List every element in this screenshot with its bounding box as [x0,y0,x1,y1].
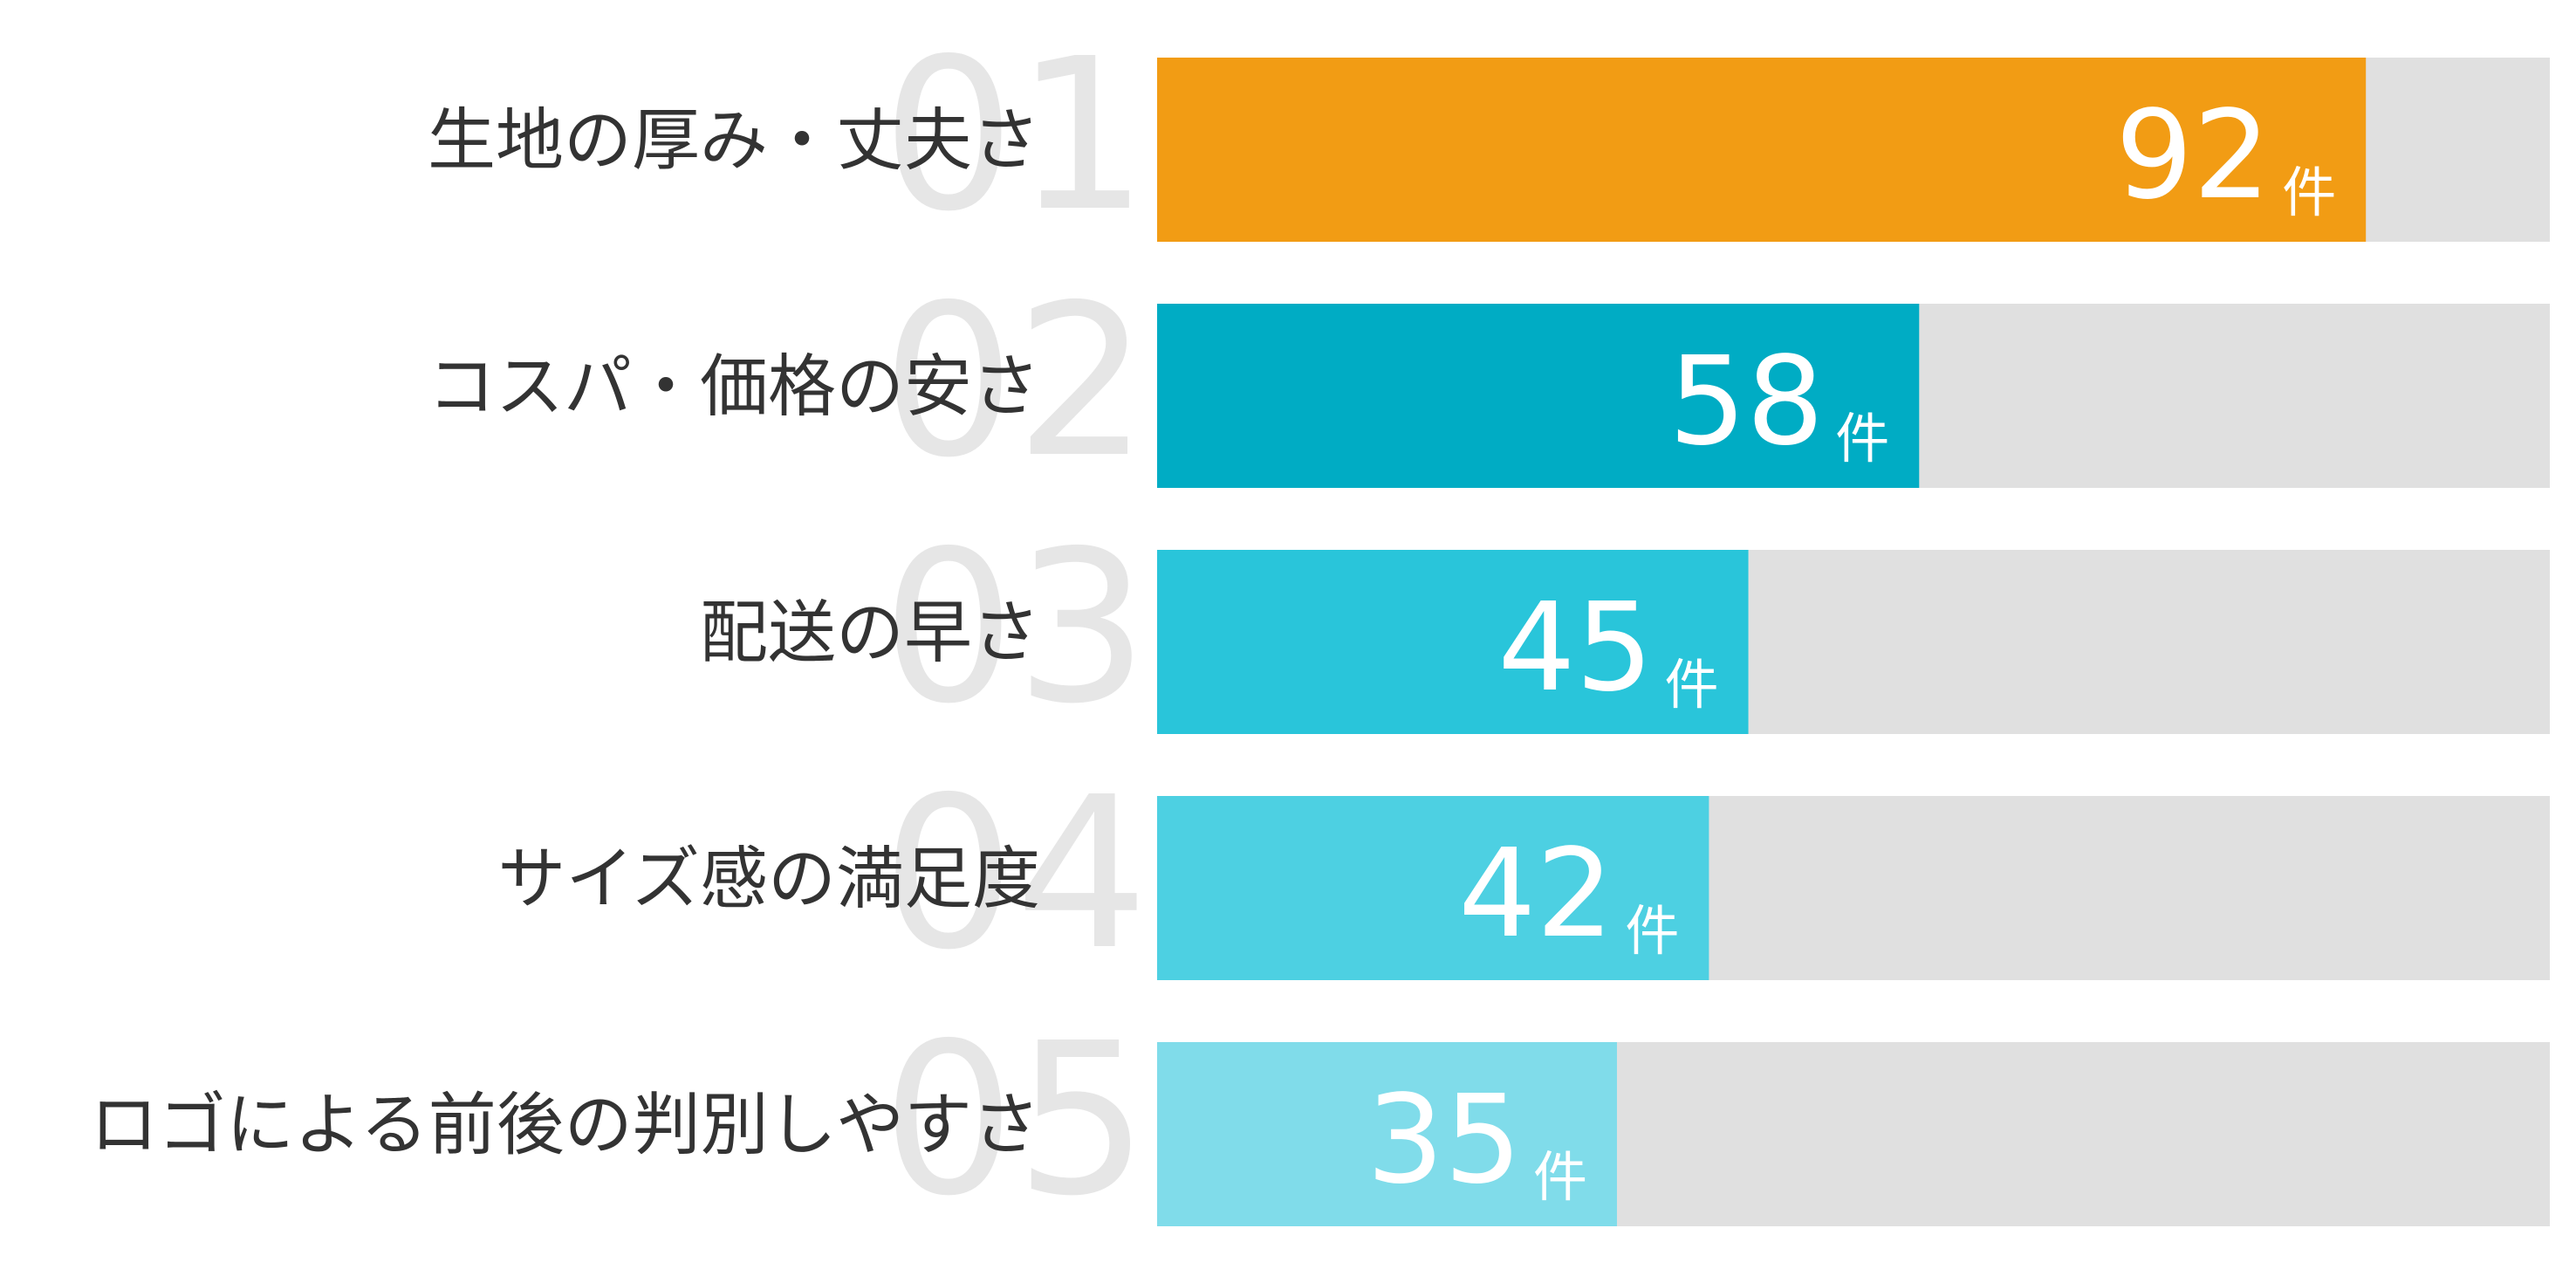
category-label: コスパ・価格の安さ [428,347,1040,426]
value-label: 92 [2115,85,2271,227]
rank-number: 03 [882,505,1148,750]
bar [1157,550,1749,734]
rank-number: 05 [882,998,1148,1242]
value-unit: 件 [1625,899,1679,963]
bar [1157,304,1920,488]
category-label: 配送の早さ [700,593,1040,672]
category-label: サイズ感の満足度 [497,840,1040,918]
rank-number: 02 [882,259,1148,504]
value-label: 35 [1367,1069,1522,1211]
bar [1157,58,2367,242]
category-label: 生地の厚み・丈夫さ [428,101,1040,180]
value-unit: 件 [1533,1145,1587,1209]
value-label: 58 [1668,331,1824,473]
rank-number: 01 [882,13,1148,257]
bar [1157,796,1709,980]
bar [1157,1042,1617,1226]
value-unit: 件 [1665,653,1719,717]
value-unit: 件 [1835,407,1889,470]
value-label: 45 [1497,577,1653,719]
value-label: 42 [1458,823,1613,965]
rank-number: 04 [882,751,1148,996]
category-label: ロゴによる前後の判別しやすさ [90,1086,1040,1164]
value-unit: 件 [2282,161,2336,224]
